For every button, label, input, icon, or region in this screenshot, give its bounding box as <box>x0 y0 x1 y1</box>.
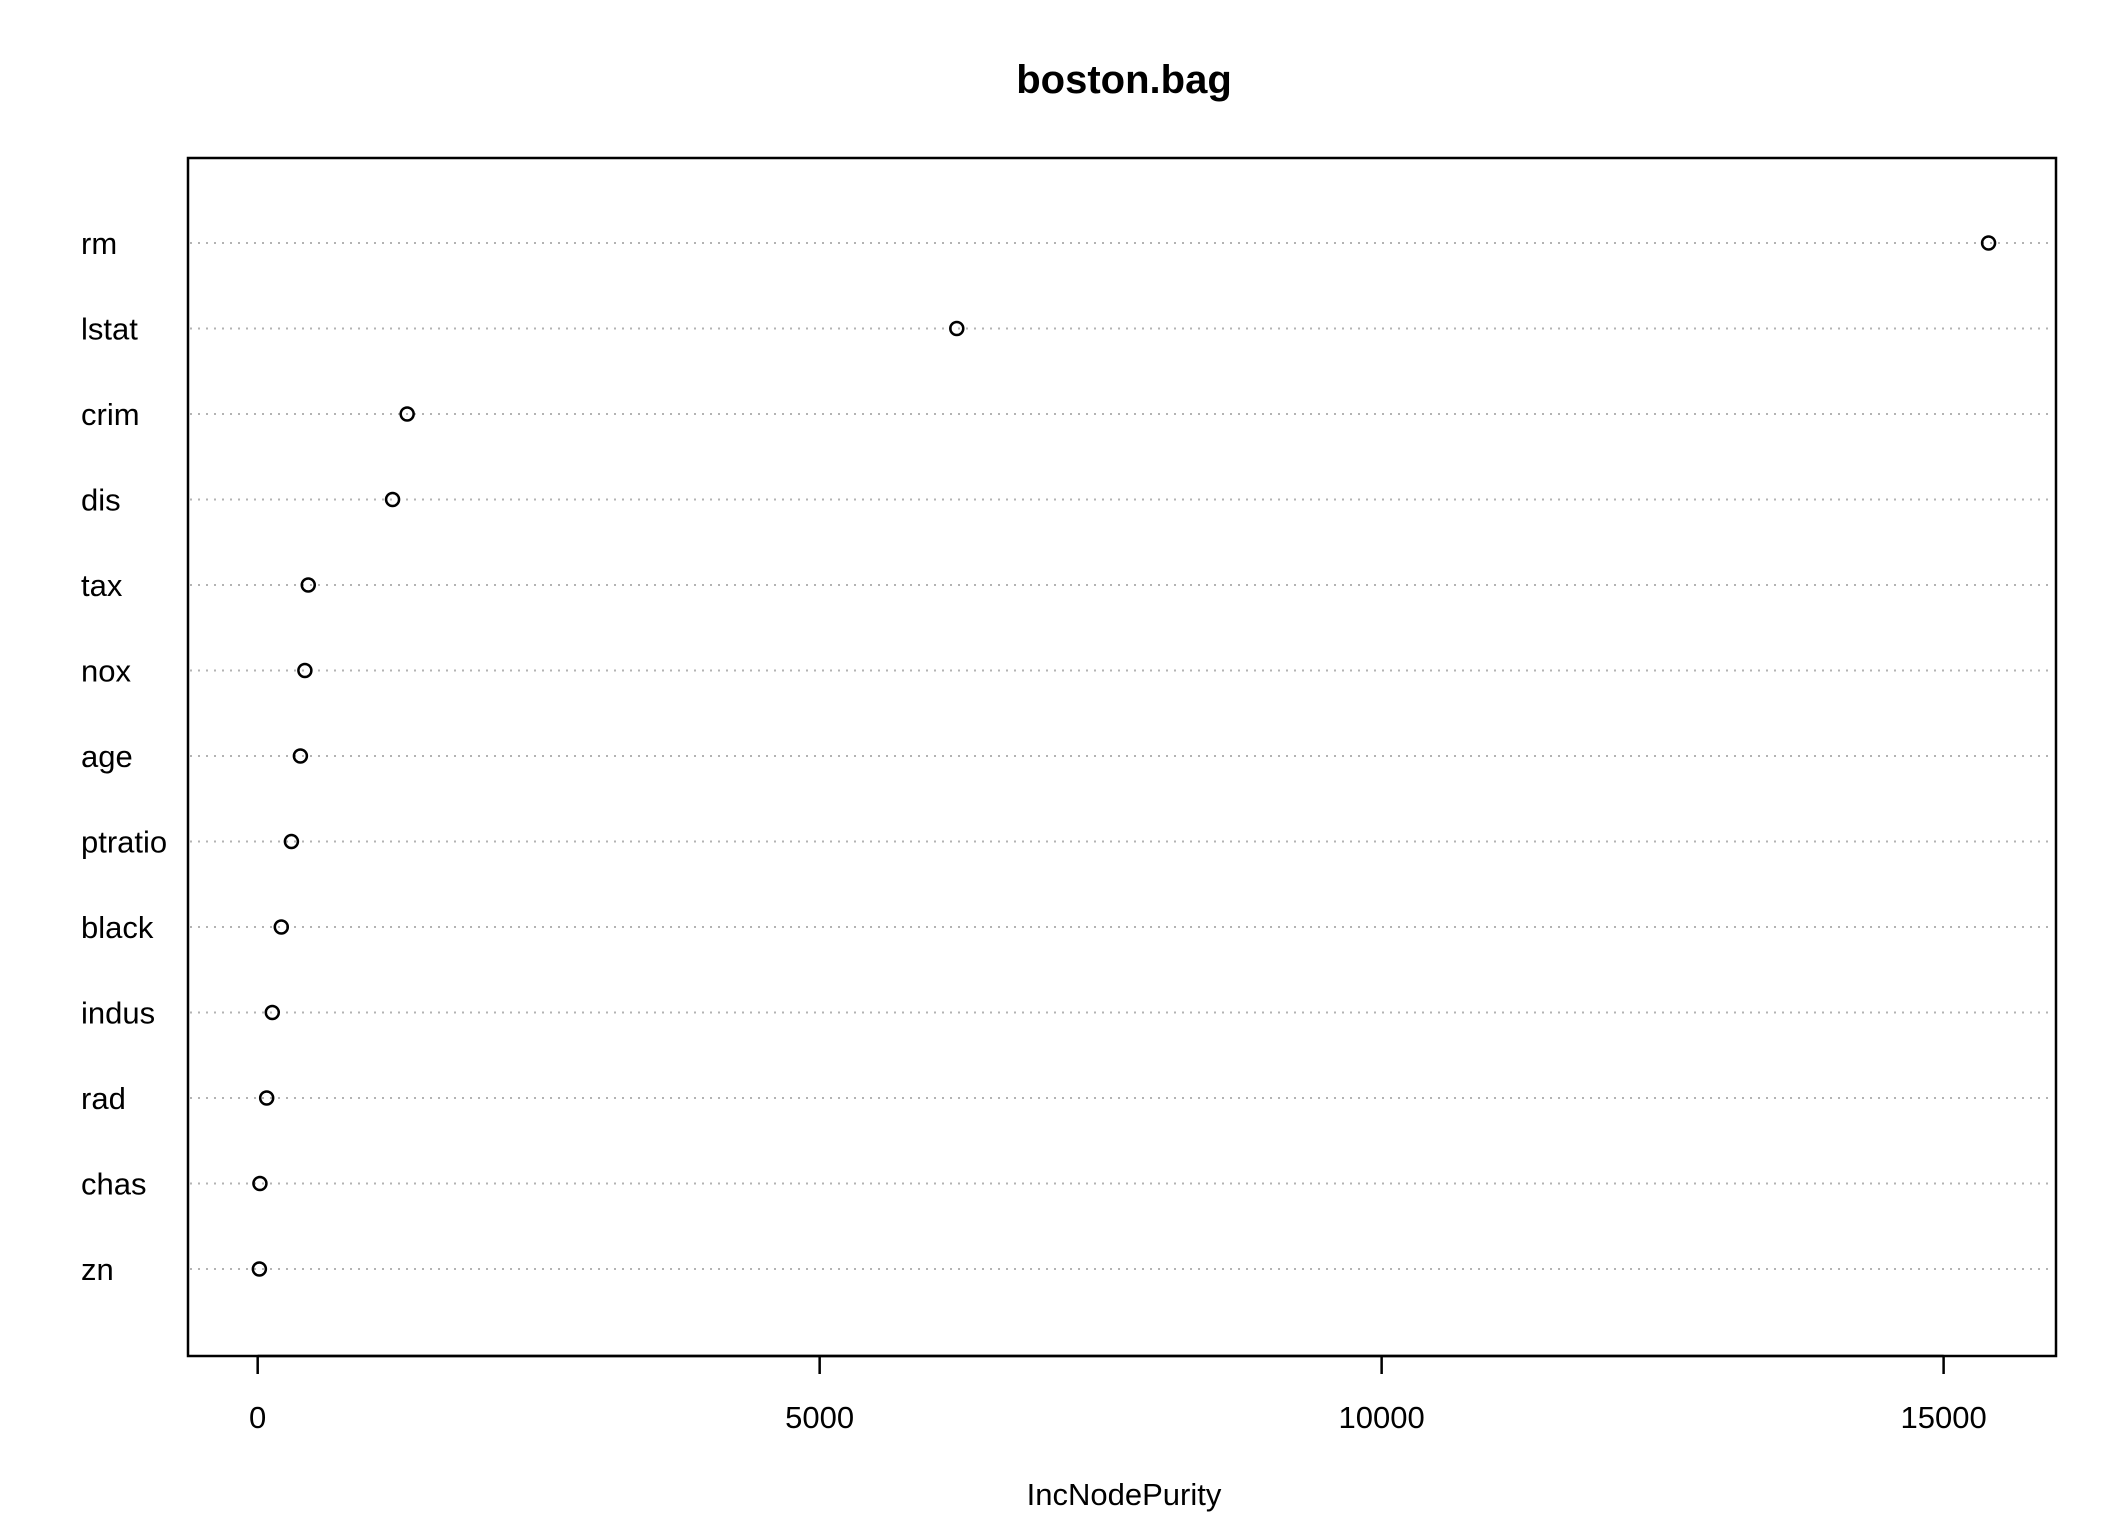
category-label-crim: crim <box>81 397 140 432</box>
category-label-rad: rad <box>81 1081 126 1116</box>
data-point-chas <box>252 1175 268 1192</box>
category-labels: rm lstat crim dis tax nox age ptratio black indus… <box>81 226 167 1287</box>
data-point-rad <box>258 1090 275 1106</box>
data-point-crim <box>399 406 415 422</box>
x-tick-label-0: 0 <box>249 1400 266 1435</box>
category-label-ptratio: ptratio <box>81 825 167 860</box>
data-point-ptratio <box>283 833 300 850</box>
category-label-age: age <box>81 739 133 774</box>
category-label-indus: indus <box>81 996 155 1031</box>
data-point-rm <box>1980 235 1997 251</box>
category-label-chas: chas <box>81 1167 146 1202</box>
x-tick-label-15000: 15000 <box>1900 1400 1986 1435</box>
data-point-black <box>273 919 290 935</box>
data-point-zn <box>251 1261 268 1277</box>
x-axis-title: IncNodePurity <box>1027 1477 1222 1512</box>
category-label-lstat: lstat <box>81 312 138 347</box>
data-point-indus <box>264 1004 281 1021</box>
data-point-nox <box>297 662 313 679</box>
data-point-dis <box>384 491 401 508</box>
data-point-lstat <box>949 320 965 337</box>
category-label-tax: tax <box>81 568 123 603</box>
x-tick-label-10000: 10000 <box>1339 1400 1425 1435</box>
category-label-dis: dis <box>81 483 121 518</box>
category-label-rm: rm <box>81 226 117 261</box>
gridlines <box>190 242 2054 1270</box>
chart-title: boston.bag <box>1016 58 1232 102</box>
x-tick-label-5000: 5000 <box>785 1400 854 1435</box>
category-label-zn: zn <box>81 1252 114 1287</box>
category-label-nox: nox <box>81 654 131 689</box>
data-points <box>251 235 1997 1277</box>
data-point-tax <box>300 577 317 593</box>
x-axis: 0 5000 10000 15000 <box>249 1354 1987 1435</box>
data-point-age <box>292 748 309 764</box>
category-label-black: black <box>81 910 154 945</box>
